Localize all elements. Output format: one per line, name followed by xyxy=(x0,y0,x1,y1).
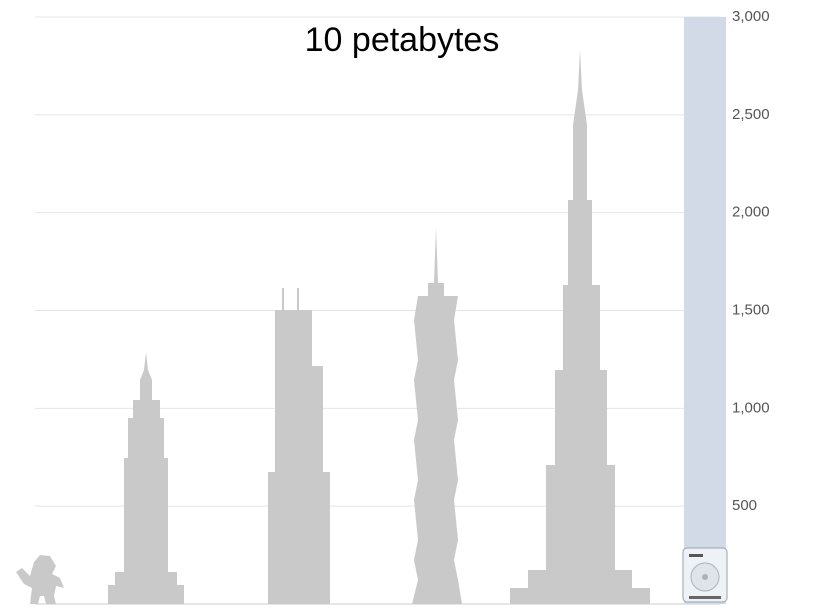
annotation: 10 petabytes xyxy=(305,21,500,59)
y-tick-label: 500 xyxy=(732,497,757,514)
chart: 10 petabytes 500 1,000 1,500 2,000 2,500 3,00… xyxy=(0,0,820,613)
empire-state-building xyxy=(108,352,184,604)
y-tick-label: 1,000 xyxy=(732,399,770,416)
drive-slot xyxy=(689,554,703,557)
y-tick-label: 2,500 xyxy=(732,106,770,123)
drive-icon xyxy=(683,548,727,602)
willis-tower xyxy=(268,288,330,604)
burj-khalifa xyxy=(510,50,650,604)
drive-foot xyxy=(689,596,721,599)
drive-hub xyxy=(702,574,708,580)
bar xyxy=(684,17,726,604)
gorilla xyxy=(16,555,64,604)
taipei-101 xyxy=(412,228,462,604)
y-tick-label: 3,000 xyxy=(732,8,770,25)
illustrations xyxy=(16,50,650,604)
y-tick-label: 2,000 xyxy=(732,204,770,221)
y-tick-label: 1,500 xyxy=(732,301,770,318)
